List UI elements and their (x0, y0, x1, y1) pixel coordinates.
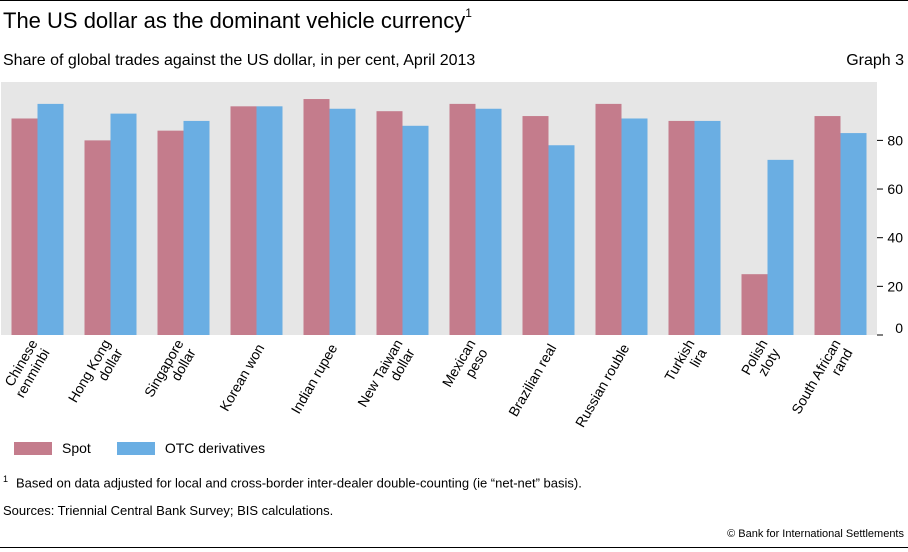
x-tick-label-chinese-renminbi: Chineserenminbi (0, 336, 54, 400)
y-tick-label-60: 60 (887, 181, 903, 197)
x-tick-label-korean-won: Korean won (216, 341, 267, 414)
bar-otc-derivatives-turkish-lira (694, 120, 721, 335)
footnote-marker: 1 (3, 474, 9, 484)
legend-label-spot: Spot (62, 440, 91, 456)
bar-otc-derivatives-polish-zloty (767, 159, 794, 335)
x-tick-label-new-taiwan-dollar: New Taiwandollar (354, 337, 418, 418)
bar-otc-derivatives-russian-rouble (621, 118, 648, 335)
chart-subtitle: Share of global trades against the US do… (3, 52, 476, 69)
bar-spot-korean-won (230, 106, 257, 335)
legend-swatch-otc-derivatives (116, 441, 155, 455)
x-tick-label-hong-kong-dollar: Hong Kongdollar (65, 337, 127, 413)
x-tick-label-line: Russian rouble (572, 341, 633, 430)
x-tick-label-singapore-dollar: Singaporedollar (141, 336, 200, 407)
bar-spot-chinese-renminbi (11, 118, 38, 335)
chart-title: The US dollar as the dominant vehicle cu… (3, 5, 472, 34)
bar-otc-derivatives-brazilian-real (548, 145, 575, 335)
footnote-text: Based on data adjusted for local and cro… (16, 475, 582, 491)
x-tick-label-brazilian-real: Brazilian real (505, 341, 559, 419)
x-tick-label-line: South African (788, 337, 843, 417)
bar-spot-polish-zloty (741, 274, 768, 335)
bar-spot-new-taiwan-dollar (376, 111, 403, 335)
legend-swatch-spot (14, 441, 52, 455)
bar-chart: Chineserenminbi Hong Kongdollar Singapored… (0, 82, 903, 430)
bar-spot-brazilian-real (522, 116, 549, 335)
footnote: 1 Based on data adjusted for local and cr… (3, 474, 582, 490)
bar-spot-turkish-lira (668, 120, 695, 335)
bar-otc-derivatives-chinese-renminbi (37, 103, 64, 335)
bar-spot-russian-rouble (595, 103, 622, 335)
legend-item-spot: Spot (14, 440, 91, 456)
y-tick-label-20: 20 (887, 278, 903, 294)
bar-otc-derivatives-singapore-dollar (183, 120, 210, 335)
copyright-notice: © Bank for International Settlements (727, 528, 904, 540)
x-tick-label-line: Indian rupee (288, 341, 341, 417)
plot-area (1, 82, 877, 335)
chart-title-text: The US dollar as the dominant vehicle cu… (3, 8, 466, 33)
x-tick-label-polish-zloty: Polishzloty (738, 337, 784, 386)
bar-otc-derivatives-mexican-peso (475, 108, 502, 335)
legend: Spot OTC derivatives (14, 440, 291, 456)
bar-spot-singapore-dollar (157, 130, 184, 335)
legend-item-otc-derivatives: OTC derivatives (116, 440, 266, 456)
bar-otc-derivatives-south-african-rand (840, 133, 867, 335)
bar-spot-mexican-peso (449, 103, 476, 335)
x-tick-label-line: Korean won (216, 341, 267, 414)
bar-spot-hong-kong-dollar (84, 140, 111, 335)
x-tick-label-turkish-lira: Turkishlira (661, 337, 711, 392)
x-tick-label-south-african-rand: South Africanrand (788, 337, 856, 425)
x-tick-label-russian-rouble: Russian rouble (572, 341, 633, 430)
graph-number: Graph 3 (846, 52, 904, 69)
legend-label-otc-derivatives: OTC derivatives (164, 440, 266, 456)
bar-otc-derivatives-new-taiwan-dollar (402, 125, 429, 336)
bar-spot-south-african-rand (814, 116, 841, 335)
y-tick-label-0: 0 (895, 320, 903, 336)
bottom-rule (0, 547, 908, 548)
bar-otc-derivatives-hong-kong-dollar (110, 113, 137, 335)
top-rule (0, 0, 908, 1)
sources-note: Sources: Triennial Central Bank Survey; … (3, 503, 334, 518)
y-tick-label-40: 40 (887, 230, 903, 246)
bar-spot-indian-rupee (303, 99, 330, 336)
x-tick-label-line: Brazilian real (505, 341, 559, 419)
bar-otc-derivatives-indian-rupee (329, 108, 356, 335)
y-tick-label-80: 80 (887, 132, 903, 148)
x-tick-label-indian-rupee: Indian rupee (288, 341, 341, 417)
x-tick-label-mexican-peso: Mexicanpeso (439, 337, 492, 398)
title-footnote-marker: 1 (465, 5, 472, 20)
bar-otc-derivatives-korean-won (256, 106, 283, 335)
